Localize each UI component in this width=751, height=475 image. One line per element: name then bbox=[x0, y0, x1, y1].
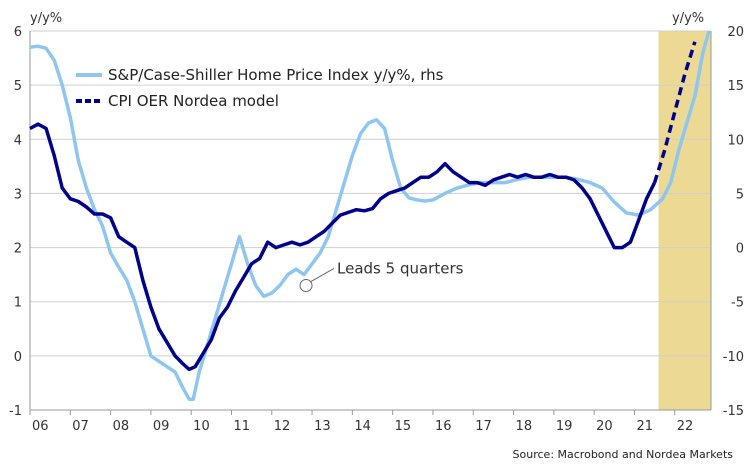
shaded-region bbox=[658, 31, 711, 410]
legend-label-cpi-oer: CPI OER Nordea model bbox=[108, 92, 279, 110]
left-tick-label: 0 bbox=[14, 350, 22, 365]
series-line-0 bbox=[29, 30, 711, 401]
x-tick-label: 14 bbox=[354, 419, 371, 434]
annotations: Leads 5 quarters bbox=[299, 259, 464, 292]
right-tick-label: 5 bbox=[736, 187, 744, 202]
left-tick-label: 2 bbox=[14, 242, 22, 257]
series-line-1 bbox=[29, 122, 657, 372]
x-tick-label: 07 bbox=[72, 419, 89, 434]
right-tick-label: -10 bbox=[723, 350, 744, 365]
annotation-label: Leads 5 quarters bbox=[337, 259, 464, 277]
x-tick-label: 10 bbox=[193, 419, 210, 434]
x-tick-label: 22 bbox=[677, 419, 694, 434]
right-tick-label: 15 bbox=[727, 79, 744, 94]
left-tick-label: 6 bbox=[14, 25, 22, 40]
right-tick-label: 0 bbox=[736, 242, 744, 257]
left-tick-label: 3 bbox=[14, 187, 22, 202]
x-tick-label: 11 bbox=[233, 419, 250, 434]
x-tick-label: 20 bbox=[596, 419, 613, 434]
x-tick-label: 17 bbox=[475, 419, 492, 434]
x-tick-label: 13 bbox=[314, 419, 331, 434]
right-tick-label: 10 bbox=[727, 133, 744, 148]
annotation-marker bbox=[299, 278, 313, 292]
series-line-2 bbox=[652, 41, 697, 184]
x-tick-label: 06 bbox=[32, 419, 49, 434]
right-axis-unit: y/y% bbox=[672, 11, 704, 26]
legend: S&P/Case-Shiller Home Price Index y/y%, … bbox=[76, 66, 444, 110]
left-tick-label: 4 bbox=[14, 133, 22, 148]
right-tick-label: 20 bbox=[727, 25, 744, 40]
right-tick-label: -15 bbox=[723, 404, 744, 419]
left-tick-label: -1 bbox=[9, 404, 22, 419]
x-tick-label: 09 bbox=[153, 419, 170, 434]
gridlines bbox=[30, 30, 711, 411]
x-tick-label: 21 bbox=[636, 419, 653, 434]
x-tick-label: 08 bbox=[113, 419, 130, 434]
series-lines bbox=[29, 30, 711, 401]
x-tick-label: 18 bbox=[516, 419, 533, 434]
x-tick-label: 15 bbox=[395, 419, 412, 434]
left-tick-label: 1 bbox=[14, 296, 22, 311]
legend-label-case-shiller: S&P/Case-Shiller Home Price Index y/y%, … bbox=[108, 66, 444, 84]
left-axis-unit: y/y% bbox=[30, 11, 62, 26]
x-tick-label: 16 bbox=[435, 419, 452, 434]
right-tick-label: -5 bbox=[731, 296, 744, 311]
left-tick-label: 5 bbox=[14, 79, 22, 94]
source-note: Source: Macrobond and Nordea Markets bbox=[513, 448, 734, 461]
x-tick-label: 12 bbox=[274, 419, 291, 434]
forecast-shaded-region bbox=[658, 31, 711, 410]
x-tick-label: 19 bbox=[556, 419, 573, 434]
annotation-leader bbox=[310, 268, 335, 282]
